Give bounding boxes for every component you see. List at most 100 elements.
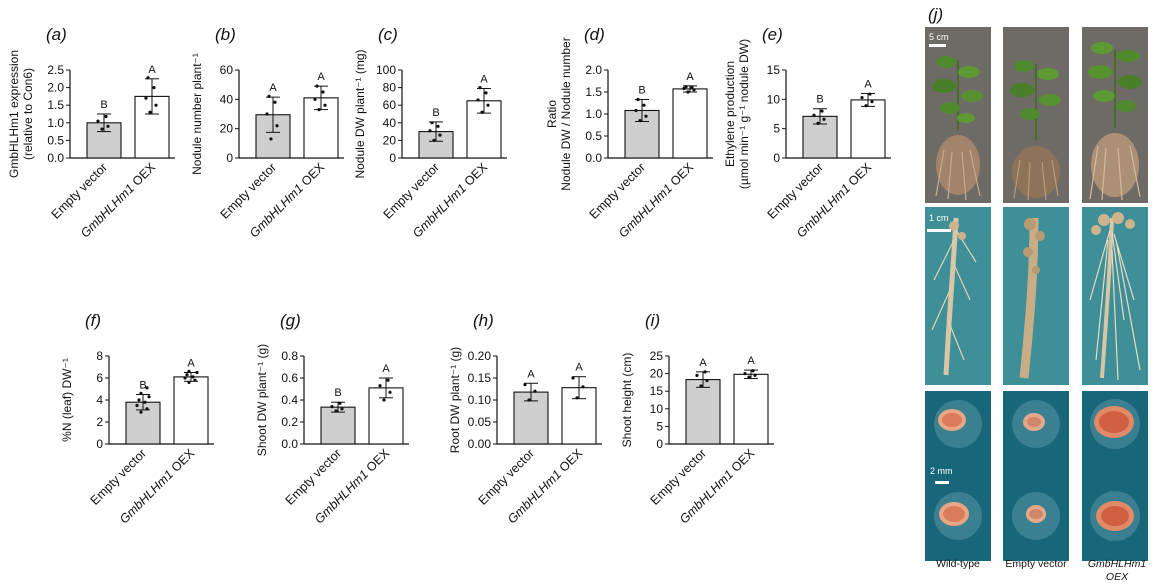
data-point-g-0-3 bbox=[338, 401, 342, 405]
data-point-g-1-1 bbox=[388, 390, 392, 394]
y-tick-label-d-1: 0.5 bbox=[585, 129, 602, 143]
y-tick-label-d-2: 1.0 bbox=[585, 107, 602, 121]
panel-letter-g: (g) bbox=[280, 311, 301, 330]
sig-letter-d-1: A bbox=[686, 71, 694, 83]
chart-e: (e) 0 5 10 15 Ethylene production (µmol min⁻¹ … bbox=[723, 25, 891, 240]
y-tick-label-f-4: 8 bbox=[96, 349, 103, 363]
data-point-e-0-3 bbox=[820, 109, 824, 113]
sig-letter-i-1: A bbox=[747, 355, 755, 367]
y-tick-label-b-0: 0 bbox=[226, 151, 233, 165]
panel-letter-i: (i) bbox=[645, 311, 660, 330]
data-point-g-0-2 bbox=[330, 405, 334, 409]
data-point-i-1-2 bbox=[743, 372, 747, 376]
data-point-b-1-3 bbox=[321, 90, 325, 94]
category-label-suffix: OEX bbox=[166, 446, 197, 477]
data-point-h-1-0 bbox=[575, 396, 579, 400]
panel-letter-c: (c) bbox=[378, 25, 398, 44]
data-point-e-1-2 bbox=[860, 95, 864, 100]
sig-letter-c-0: B bbox=[432, 107, 439, 119]
y-tick-label-i-4: 20 bbox=[650, 367, 664, 381]
sig-letter-g-0: B bbox=[334, 387, 341, 399]
y-tick-label-e-1: 5 bbox=[773, 122, 780, 136]
sig-letter-a-1: A bbox=[148, 64, 156, 76]
bar-c-empty-vector bbox=[418, 131, 454, 159]
y-tick-label-b-3: 60 bbox=[220, 63, 234, 77]
data-point-f-0-6 bbox=[139, 391, 143, 395]
caption-wild-type: Wild-type bbox=[936, 558, 980, 570]
category-label-suffix: OEX bbox=[843, 160, 874, 191]
scale-label-5cm: 5 cm bbox=[929, 32, 949, 42]
photo-row-nodule-sections: 2 mm bbox=[925, 391, 1148, 561]
data-point-b-0-4 bbox=[267, 94, 271, 98]
data-point-h-0-1 bbox=[533, 389, 537, 393]
data-point-h-1-2 bbox=[571, 376, 575, 380]
data-point-b-0-3 bbox=[273, 100, 277, 104]
sig-letter-c-1: A bbox=[480, 73, 488, 85]
y-axis-label-e-0: Ethylene production bbox=[723, 61, 737, 167]
sig-letter-d-0: B bbox=[638, 84, 645, 96]
bar-g-empty-vector bbox=[320, 406, 356, 445]
data-point-i-1-3 bbox=[751, 369, 755, 373]
sig-letter-e-0: B bbox=[816, 94, 823, 106]
data-point-a-0-3 bbox=[104, 114, 108, 119]
data-point-i-0-1 bbox=[705, 379, 709, 383]
y-axis-label-c-0: Nodule DW plant⁻¹ (mg) bbox=[353, 49, 367, 178]
photo-whole-plant-empty-vector bbox=[1003, 27, 1069, 203]
data-point-h-1-1 bbox=[581, 385, 585, 389]
data-point-h-0-2 bbox=[523, 383, 527, 387]
y-tick-label-i-3: 15 bbox=[650, 384, 664, 398]
data-point-g-0-1 bbox=[340, 407, 344, 411]
photo-root-empty-vector bbox=[1003, 207, 1069, 385]
y-tick-label-a-4: 2.0 bbox=[47, 81, 64, 95]
y-axis-label-i-0: Shoot height (cm) bbox=[620, 353, 634, 448]
data-point-c-1-3 bbox=[484, 91, 488, 95]
photo-nodule-oex bbox=[1082, 391, 1148, 561]
caption-oex-line1: GmbHLHm1 bbox=[1088, 558, 1146, 570]
bar-e-oex bbox=[850, 99, 886, 159]
data-point-a-0-2 bbox=[96, 119, 100, 123]
y-tick-label-h-4: 0.20 bbox=[468, 349, 492, 363]
data-point-c-0-0 bbox=[432, 138, 436, 142]
y-axis-label-a-0: GmbHLHm1 expression bbox=[7, 50, 21, 178]
y-tick-label-c-4: 80 bbox=[383, 81, 397, 95]
data-point-d-0-2 bbox=[634, 108, 638, 113]
data-point-d-0-0 bbox=[638, 119, 642, 123]
data-point-a-1-4 bbox=[146, 76, 150, 80]
y-tick-label-d-4: 2.0 bbox=[585, 63, 602, 77]
y-tick-label-g-4: 0.8 bbox=[281, 349, 298, 363]
photo-row-whole-plants: 5 cm bbox=[925, 27, 1148, 203]
data-point-d-1-4 bbox=[684, 85, 688, 89]
y-tick-label-f-2: 4 bbox=[96, 393, 103, 407]
data-point-d-0-3 bbox=[642, 103, 646, 107]
photo-panel-j: (j) bbox=[925, 5, 1148, 583]
y-tick-label-e-0: 0 bbox=[773, 151, 780, 165]
data-point-b-0-0 bbox=[269, 137, 273, 141]
bar-charts: (a) 0.0 0.5 1.0 1.5 2.0 2.5 GmbHLHm1 expression… bbox=[7, 25, 891, 526]
y-tick-label-d-3: 1.5 bbox=[585, 85, 602, 99]
data-point-f-0-4 bbox=[137, 398, 141, 402]
sig-letter-a-0: B bbox=[100, 99, 107, 111]
category-label-suffix: OEX bbox=[726, 446, 757, 477]
panel-letter-d: (d) bbox=[584, 25, 605, 44]
data-point-i-0-0 bbox=[699, 384, 703, 388]
bar-f-oex bbox=[173, 376, 209, 445]
data-point-a-0-0 bbox=[100, 127, 104, 131]
y-axis-label-d-0: Ratio bbox=[545, 100, 559, 128]
sig-letter-h-1: A bbox=[575, 362, 583, 374]
data-point-b-1-0 bbox=[317, 108, 321, 112]
panel-letter-b: (b) bbox=[215, 25, 236, 44]
y-axis-label-d-1: Nodule DW / Nodule number bbox=[559, 37, 573, 190]
sig-letter-h-0: A bbox=[527, 368, 535, 380]
y-axis-label-g-0: Shoot DW plant⁻¹ (g) bbox=[255, 344, 269, 456]
y-tick-label-a-3: 1.5 bbox=[47, 98, 64, 112]
y-tick-label-i-0: 0 bbox=[656, 437, 663, 451]
data-point-d-0-4 bbox=[636, 97, 640, 102]
y-tick-label-i-5: 25 bbox=[650, 349, 664, 363]
sig-letter-f-0: B bbox=[139, 380, 146, 392]
photo-root-wild-type bbox=[925, 207, 991, 385]
y-tick-label-i-1: 5 bbox=[656, 419, 663, 433]
y-axis-label-b-0: Nodule number plant⁻¹ bbox=[190, 53, 204, 175]
data-point-a-0-1 bbox=[106, 124, 110, 128]
photo-root-oex bbox=[1082, 207, 1148, 385]
